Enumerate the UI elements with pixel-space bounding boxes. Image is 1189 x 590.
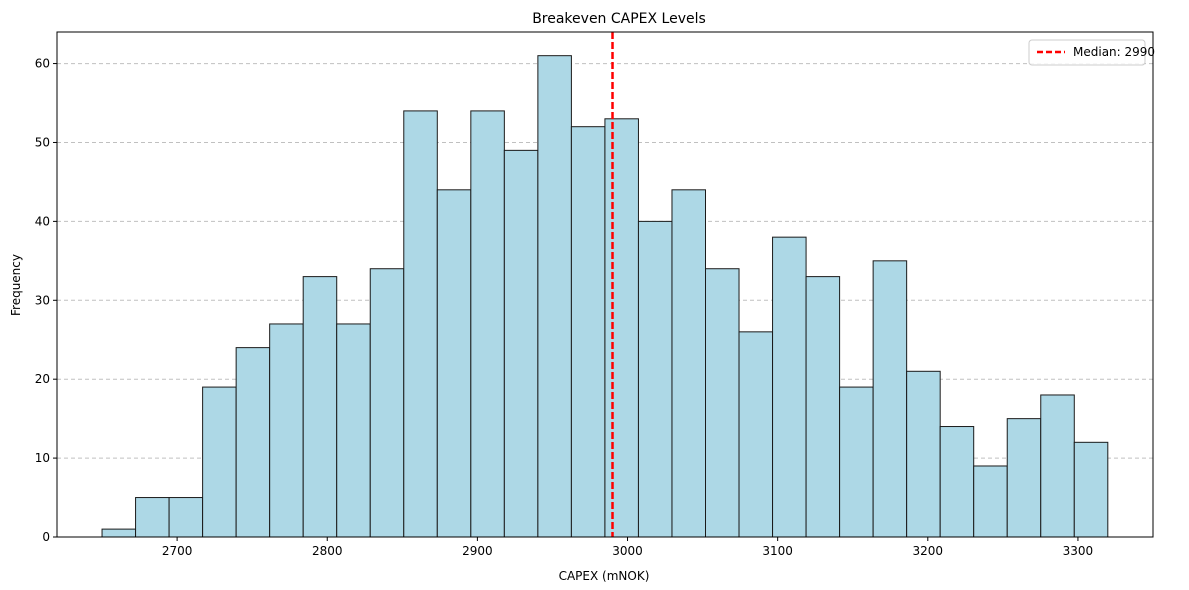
histogram-bar [403,110,438,538]
histogram-bar [973,465,1008,538]
y-tick-label: 0 [42,530,50,544]
histogram-bar [872,260,908,538]
histogram-bar [1073,441,1109,538]
x-tick-label: 3000 [612,544,643,558]
histogram-bar [336,323,371,538]
histogram-bar [1006,418,1042,538]
y-axis: 0 10 20 30 40 50 60 [35,57,57,544]
histogram-bar [772,236,807,538]
histogram-bar [637,220,673,538]
legend: Median: 2990 [1028,39,1155,66]
legend-median-label: Median: 2990 [1073,45,1155,59]
y-tick-label: 20 [35,372,50,386]
histogram-bar [503,149,539,538]
y-tick-label: 50 [35,135,50,149]
x-axis: 2700 2800 2900 3000 3100 3200 3300 [162,537,1093,558]
plot-frame [56,31,1154,538]
histogram-bar [671,189,707,538]
histogram-bar [302,276,338,538]
chart-title: Breakeven CAPEX Levels [532,11,706,27]
histogram-bar [202,386,237,538]
histogram-bar [906,370,941,538]
histogram-bar [805,276,841,538]
histogram-bar [235,347,271,538]
bars-layer [101,55,1109,538]
y-tick-label: 30 [35,293,50,307]
histogram-bar [470,110,505,538]
legend-box [1028,39,1146,66]
histogram-bar [436,189,472,538]
x-tick-label: 2700 [162,544,193,558]
histogram-bar [705,268,740,538]
x-axis-title: CAPEX (mNOK) [559,569,650,583]
histogram-bar [269,323,304,538]
histogram-bar [369,268,405,538]
x-tick-label: 2800 [312,544,343,558]
x-tick-label: 3200 [913,544,944,558]
histogram-bar [604,118,639,538]
histogram-bar [537,55,572,538]
y-axis-title: Frequency [9,254,23,316]
y-tick-label: 10 [35,451,50,465]
histogram-bar [839,386,874,538]
y-tick-label: 60 [35,57,50,71]
histogram-bar [101,528,137,538]
x-tick-label: 2900 [462,544,493,558]
y-tick-label: 40 [35,214,50,228]
x-tick-label: 3100 [762,544,793,558]
x-tick-label: 3300 [1063,544,1094,558]
histogram-bar [1040,394,1075,538]
histogram-bar [168,497,204,538]
histogram-bar [135,497,170,538]
histogram-bar [738,331,774,538]
histogram-bar [939,426,975,538]
histogram-bar [570,126,606,538]
